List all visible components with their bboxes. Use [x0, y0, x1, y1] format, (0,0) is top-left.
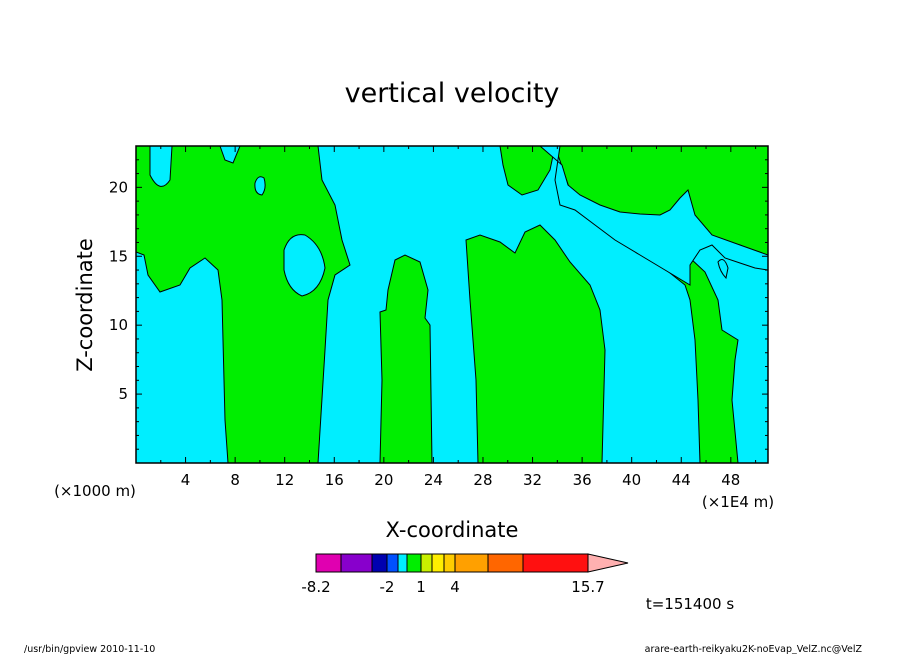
- updraft-region-1: [136, 146, 351, 463]
- colorbar-segment: [340, 553, 373, 573]
- colorbar-tick-label: -8.2: [301, 578, 330, 596]
- x-tick-label: 32: [523, 471, 542, 489]
- downdraft-island-1: [254, 176, 266, 196]
- colorbar-tick-label: 15.7: [571, 578, 604, 596]
- colorbar-segment: [443, 553, 456, 573]
- x-tick-label: 20: [374, 471, 393, 489]
- colorbar-segment: [315, 553, 342, 573]
- updraft-region-2: [379, 254, 433, 463]
- colorbar-tick-label: 1: [416, 578, 426, 596]
- downdraft-island-4: [717, 259, 729, 280]
- colorbar-segment: [420, 553, 433, 573]
- x-tick-label: 36: [573, 471, 592, 489]
- colorbar-labels: -8.2 -2 1 4 15.7: [301, 578, 604, 596]
- downdraft-island-3: [539, 146, 768, 286]
- plot-frame: [135, 145, 769, 464]
- colorbar-arrow: [587, 553, 629, 573]
- updraft-region-3: [465, 224, 606, 463]
- time-label: t=151400 s: [646, 595, 734, 613]
- y-scale-note: (×1000 m): [54, 482, 136, 500]
- chart-title: vertical velocity: [345, 78, 560, 109]
- colorbar-segment: [487, 553, 524, 573]
- contour-field: [136, 146, 768, 463]
- y-axis-ticks: 5 10 15 20: [109, 159, 768, 450]
- x-tick-label: 4: [181, 471, 191, 489]
- colorbar-tick-label: 4: [450, 578, 460, 596]
- colorbar-segment: [406, 553, 422, 573]
- x-tick-label: 48: [721, 471, 740, 489]
- colorbar-segment: [522, 553, 589, 573]
- colorbar-segment: [454, 553, 489, 573]
- y-tick-label: 10: [109, 316, 128, 334]
- colorbar-segment: [397, 553, 408, 573]
- footer-right: arare-earth-reikyaku2K-noEvap_VelZ.nc@Ve…: [645, 644, 863, 654]
- y-tick-label: 20: [109, 178, 128, 196]
- x-tick-label: 24: [424, 471, 443, 489]
- y-tick-label: 15: [109, 247, 128, 265]
- x-tick-label: 16: [325, 471, 344, 489]
- colorbar-segment: [431, 553, 445, 573]
- x-axis-ticks: 4 8 12 16 20 24 28 32 36 40 44 48: [160, 146, 757, 489]
- y-tick-label: 5: [118, 385, 128, 403]
- colorbar-tick-label: -2: [380, 578, 395, 596]
- colorbar: [315, 553, 629, 573]
- colorbar-segment: [371, 553, 388, 573]
- y-axis-label: Z-coordinate: [73, 238, 97, 372]
- x-tick-label: 40: [622, 471, 641, 489]
- x-tick-label: 28: [473, 471, 492, 489]
- x-scale-note: (×1E4 m): [702, 493, 774, 511]
- colorbar-segment: [386, 553, 399, 573]
- x-tick-label: 44: [672, 471, 691, 489]
- footer-left: /usr/bin/gpview 2010-11-10: [24, 644, 155, 654]
- x-tick-label: 8: [230, 471, 240, 489]
- x-axis-label: X-coordinate: [386, 518, 519, 542]
- downdraft-island-2: [283, 234, 326, 297]
- x-tick-label: 12: [275, 471, 294, 489]
